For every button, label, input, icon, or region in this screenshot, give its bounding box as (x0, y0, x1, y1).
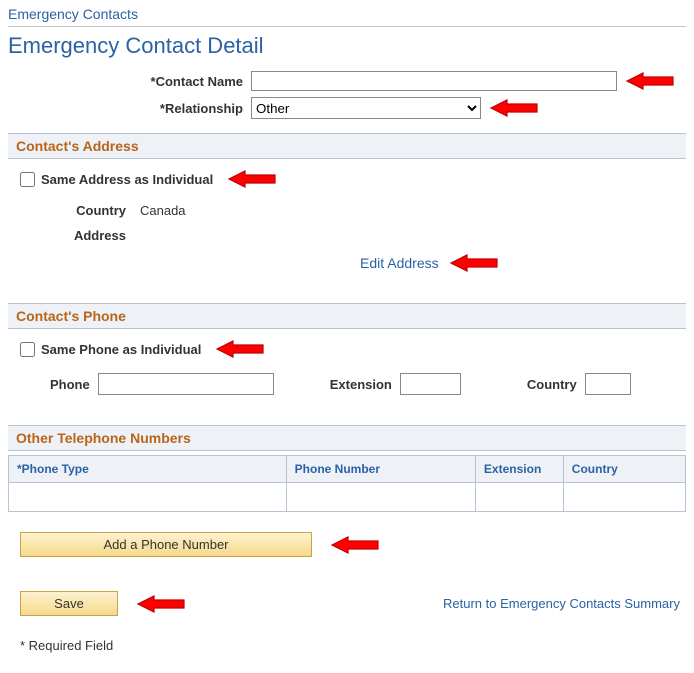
phone-section-header: Contact's Phone (8, 303, 686, 329)
relationship-select[interactable]: Other (251, 97, 481, 119)
address-label: Address (40, 228, 140, 243)
edit-address-link[interactable]: Edit Address (360, 255, 439, 271)
country-value: Canada (140, 203, 680, 218)
phone-label: Phone (50, 377, 90, 392)
contact-name-input[interactable] (251, 71, 617, 91)
other-phones-table: *Phone TypePhone NumberExtensionCountry (9, 456, 685, 511)
same-address-label: Same Address as Individual (41, 172, 213, 187)
required-note: * Required Field (20, 638, 686, 653)
return-link[interactable]: Return to Emergency Contacts Summary (443, 596, 680, 611)
table-row (9, 483, 685, 512)
save-button[interactable]: Save (20, 591, 118, 616)
table-header: Phone Number (286, 456, 475, 483)
country-label: Country (40, 203, 140, 218)
same-address-checkbox[interactable] (20, 172, 35, 187)
address-value (140, 228, 680, 243)
phone-country-input[interactable] (585, 373, 631, 395)
phone-input[interactable] (98, 373, 274, 395)
arrow-icon (489, 98, 539, 118)
table-cell[interactable] (9, 483, 286, 512)
contact-name-label: *Contact Name (8, 74, 251, 89)
arrow-icon (449, 253, 499, 273)
arrow-icon (227, 169, 277, 189)
add-phone-button[interactable]: Add a Phone Number (20, 532, 312, 557)
other-phones-header: Other Telephone Numbers (8, 425, 686, 451)
same-phone-label: Same Phone as Individual (41, 342, 201, 357)
extension-label: Extension (330, 377, 392, 392)
same-phone-checkbox[interactable] (20, 342, 35, 357)
table-header: *Phone Type (9, 456, 286, 483)
phone-country-label: Country (527, 377, 577, 392)
extension-input[interactable] (400, 373, 461, 395)
table-cell[interactable] (286, 483, 475, 512)
table-cell[interactable] (563, 483, 685, 512)
relationship-label: *Relationship (8, 101, 251, 116)
table-header: Country (563, 456, 685, 483)
table-header: Extension (475, 456, 563, 483)
breadcrumb[interactable]: Emergency Contacts (8, 4, 686, 27)
table-cell[interactable] (475, 483, 563, 512)
address-section-header: Contact's Address (8, 133, 686, 159)
arrow-icon (215, 339, 265, 359)
arrow-icon (136, 594, 186, 614)
arrow-icon (330, 535, 380, 555)
arrow-icon (625, 71, 675, 91)
page-title: Emergency Contact Detail (8, 27, 686, 71)
